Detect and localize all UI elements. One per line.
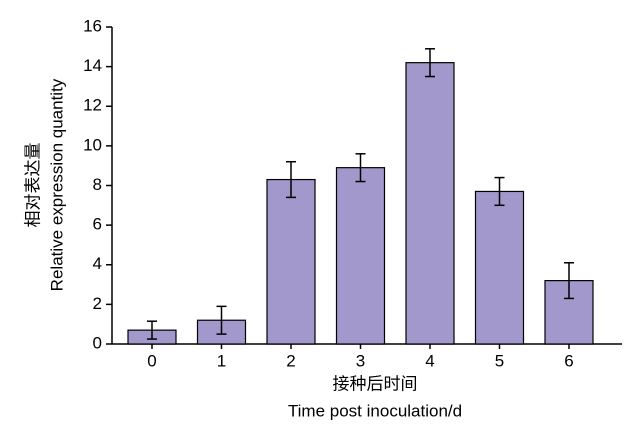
bar xyxy=(405,62,455,345)
x-tick-label: 5 xyxy=(495,351,504,370)
x-tick-label: 3 xyxy=(356,351,365,370)
y-tick-label: 16 xyxy=(83,16,102,35)
y-tick-label: 10 xyxy=(83,135,102,154)
y-axis-label: Relative expression quantity xyxy=(47,78,66,291)
x-tick-label: 1 xyxy=(217,351,226,370)
y-tick-label: 14 xyxy=(83,56,102,75)
x-tick-label: 6 xyxy=(564,351,573,370)
x-tick-label: 2 xyxy=(286,351,295,370)
x-axis-label: 接种后时间 xyxy=(333,374,418,393)
y-tick-label: 8 xyxy=(93,175,102,194)
x-tick-label: 4 xyxy=(425,351,434,370)
y-tick-label: 2 xyxy=(93,294,102,313)
y-tick-label: 4 xyxy=(93,254,102,273)
y-tick-label: 6 xyxy=(93,215,102,234)
bar xyxy=(474,190,525,345)
bar xyxy=(266,178,316,345)
bar xyxy=(335,167,386,345)
y-axis-label: 相对表达量 xyxy=(23,143,42,228)
x-axis-label: Time post inoculation/d xyxy=(288,401,462,420)
y-tick-label: 12 xyxy=(83,96,102,115)
y-tick-label: 0 xyxy=(93,333,102,352)
x-tick-label: 0 xyxy=(147,351,156,370)
